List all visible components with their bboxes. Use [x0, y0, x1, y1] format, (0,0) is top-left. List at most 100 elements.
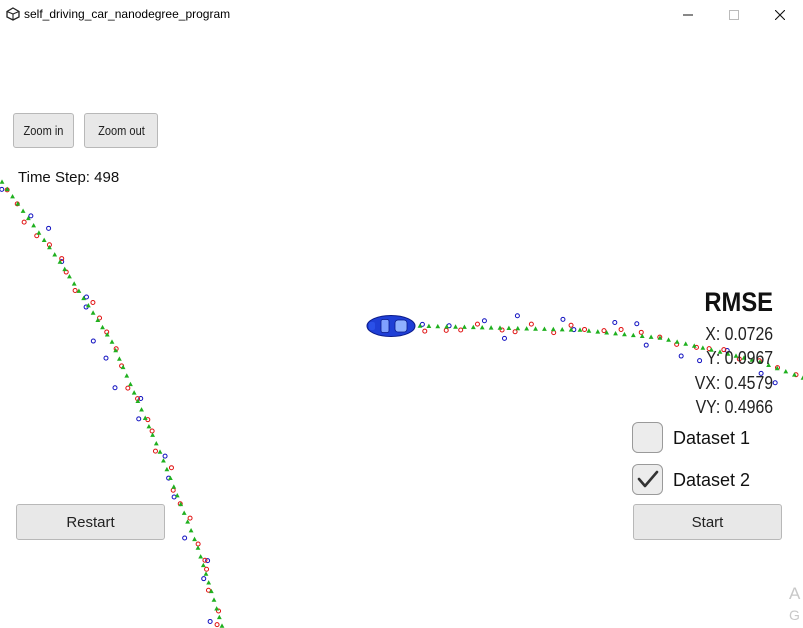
estimate-marker — [150, 432, 156, 437]
estimate-marker — [10, 193, 15, 199]
lidar-marker — [422, 328, 428, 334]
radar-marker — [643, 342, 649, 348]
maximize-icon — [729, 10, 739, 20]
minimize-icon — [683, 14, 693, 16]
estimate-marker — [67, 273, 72, 279]
start-label: Start — [691, 513, 724, 531]
estimate-marker — [453, 324, 458, 329]
estimate-marker — [533, 326, 538, 331]
estimate-marker — [41, 237, 47, 242]
radar-marker — [678, 353, 684, 359]
zoom-in-label: Zoom in — [23, 123, 64, 138]
zoom-out-label: Zoom out — [97, 123, 145, 138]
radar-marker — [90, 338, 96, 344]
unity-logo-icon — [6, 7, 20, 21]
radar-marker — [182, 535, 188, 541]
estimate-marker — [95, 317, 101, 322]
estimate-marker — [488, 325, 494, 330]
lidar-marker — [512, 329, 518, 335]
lidar-marker — [204, 566, 210, 572]
lidar-marker — [187, 515, 193, 521]
radar-marker — [207, 618, 213, 624]
estimate-marker — [116, 356, 122, 361]
dataset-2-checkbox[interactable] — [632, 464, 663, 495]
zoom-out-button[interactable]: Zoom out — [84, 113, 158, 148]
maximize-button[interactable] — [711, 0, 757, 30]
estimate-marker — [550, 326, 556, 332]
estimate-marker — [506, 325, 512, 331]
estimate-marker — [15, 201, 21, 206]
dataset-1-checkbox[interactable] — [632, 422, 663, 453]
estimate-marker — [630, 332, 636, 338]
estimate-marker — [568, 327, 574, 332]
estimate-marker — [81, 295, 87, 301]
estimate-marker — [426, 323, 432, 329]
lidar-marker — [72, 288, 78, 294]
estimate-marker — [62, 266, 68, 272]
radar-marker — [481, 318, 487, 324]
estimate-marker — [164, 466, 170, 472]
estimate-marker — [206, 580, 212, 585]
radar-marker — [46, 225, 52, 231]
estimate-marker — [153, 440, 159, 446]
time-step-label: Time Step: — [18, 169, 90, 186]
radar-marker — [112, 385, 118, 391]
estimate-marker — [741, 355, 747, 360]
time-step-display: Time Step: 498 — [18, 169, 119, 186]
checkmark-icon — [637, 470, 659, 488]
lidar-marker — [736, 356, 742, 362]
lidar-marker — [568, 322, 574, 328]
lidar-marker — [216, 608, 222, 614]
estimate-marker — [497, 325, 503, 330]
estimate-marker — [691, 343, 697, 348]
estimate-marker — [717, 349, 723, 354]
estimate-marker — [639, 333, 645, 339]
estimate-marker — [171, 484, 177, 489]
estimate-marker — [774, 365, 780, 371]
rmse-y: Y: 0.0967 — [706, 348, 773, 368]
radar-marker — [514, 313, 520, 319]
radar-marker — [201, 576, 207, 582]
close-icon — [775, 10, 785, 20]
dataset-1-label: Dataset 1 — [673, 428, 751, 448]
radar-marker — [634, 321, 640, 327]
estimate-marker — [700, 345, 706, 350]
restart-button[interactable]: Restart — [16, 504, 165, 540]
estimate-marker — [800, 375, 803, 380]
estimate-marker — [524, 326, 530, 331]
radar-marker — [205, 558, 211, 564]
close-button[interactable] — [757, 0, 803, 30]
estimate-marker — [161, 458, 166, 463]
lidar-measurements — [4, 187, 799, 628]
start-button[interactable]: Start — [633, 504, 782, 540]
radar-marker — [103, 355, 109, 361]
estimate-marker — [124, 373, 130, 378]
estimate-marker — [20, 208, 26, 213]
lidar-marker — [125, 385, 131, 391]
zoom-in-button[interactable]: Zoom in — [13, 113, 74, 148]
estimate-marker — [648, 334, 654, 339]
estimate-marker — [757, 359, 763, 364]
lidar-marker — [195, 541, 201, 547]
estimate-marker — [52, 252, 58, 257]
minimize-button[interactable] — [665, 0, 711, 30]
estimate-marker — [208, 588, 214, 594]
lidar-marker — [499, 327, 505, 333]
lidar-marker — [618, 326, 624, 332]
estimate-marker — [181, 510, 187, 515]
lidar-marker — [474, 321, 480, 327]
lidar-marker — [170, 487, 176, 493]
activation-text-fragment: A — [789, 584, 801, 603]
estimate-marker — [167, 475, 173, 480]
estimate-marker — [192, 536, 197, 542]
lidar-marker — [528, 321, 534, 327]
estimate-marker — [559, 326, 565, 332]
estimate-marker — [604, 330, 610, 335]
estimate-marker — [131, 390, 137, 395]
estimate-marker — [417, 323, 423, 328]
radar-marker — [162, 453, 168, 459]
estimate-marker — [109, 339, 115, 344]
dataset-2-label: Dataset 2 — [673, 470, 751, 490]
estimate-marker — [733, 353, 739, 358]
estimate-marker — [783, 369, 789, 374]
